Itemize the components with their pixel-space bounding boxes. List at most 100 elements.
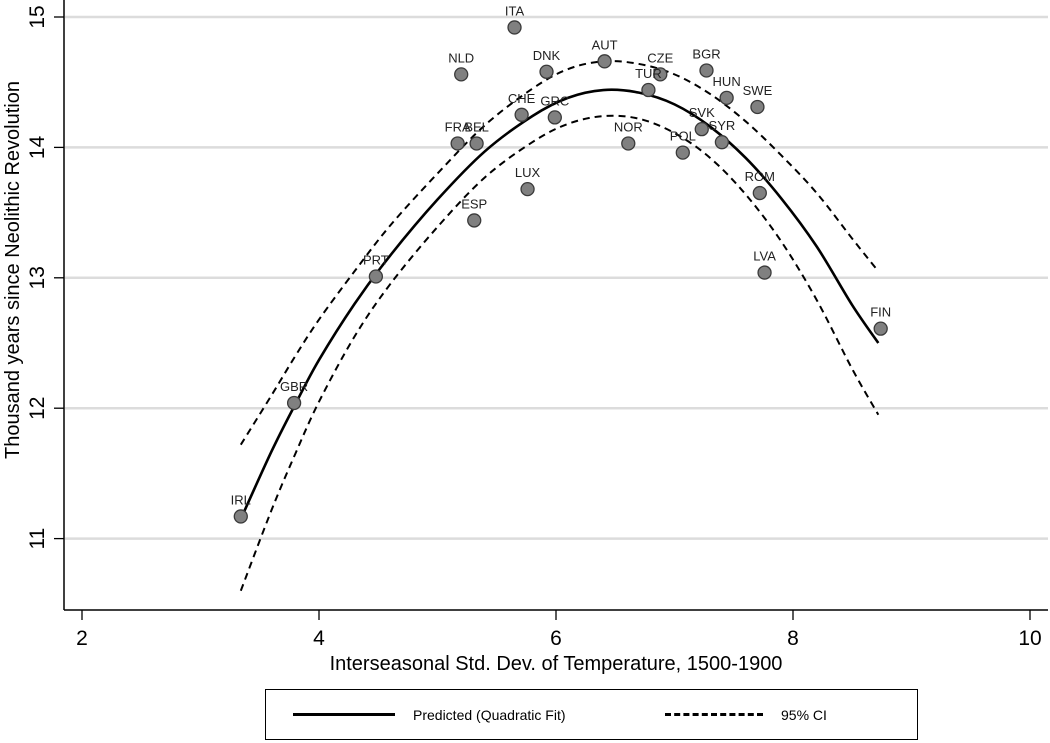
data-point-fra: FRA [445,119,471,151]
x-axis-title: Interseasonal Std. Dev. of Temperature, … [330,653,783,675]
point-label: NOR [614,119,643,134]
point-label: GBR [280,379,308,394]
legend-item-ci: 95% CI [665,690,827,739]
point-marker [286,395,302,411]
point-marker [520,181,535,197]
point-label: AUT [592,37,618,52]
point-marker [547,110,562,125]
point-marker [597,54,612,69]
point-label: CZE [647,50,673,65]
point-marker [873,321,888,336]
ci-curve [239,114,880,592]
point-label: SWE [743,83,773,98]
data-point-gbr: GBR [280,379,308,411]
point-label: SVK [689,105,715,120]
data-point-che: CHE [508,91,536,122]
gridlines [65,15,1048,540]
data-point-lva: LVA [753,249,776,280]
point-label: IRL [231,492,251,507]
point-label: SYR [709,118,736,133]
data-point-svk: SVK [689,105,715,137]
data-point-bgr: BGR [692,46,721,78]
data-point-bel: BEL [464,119,489,151]
point-label: LVA [753,249,776,264]
data-point-nld: NLD [448,50,474,82]
legend-label: 95% CI [781,706,827,723]
point-label: HUN [713,74,741,89]
fit-curve [239,88,880,520]
y-tick-label: 14 [26,135,49,159]
data-point-rom: ROM [745,169,775,201]
point-label: ITA [505,3,525,18]
legend-item-predicted: Predicted (Quadratic Fit) [293,690,566,739]
point-label: DNK [533,48,561,63]
point-marker [694,121,709,137]
y-axis-title: Thousand years since Neolithic Revolutio… [2,81,24,459]
point-marker [757,265,772,280]
point-marker [653,67,668,82]
data-point-hun: HUN [713,74,741,105]
legend-label: Predicted (Quadratic Fit) [413,706,566,723]
x-tick-label: 8 [787,627,799,650]
data-point-swe: SWE [743,83,773,115]
point-marker [675,145,690,160]
data-point-syr: SYR [709,118,736,150]
data-point-prt: PRT [363,252,389,284]
point-label: ESP [461,196,487,211]
data-point-nor: NOR [614,119,643,151]
point-marker [467,213,482,228]
point-marker [469,136,484,151]
dashed-line-icon [665,713,763,716]
point-label: ROM [745,169,775,184]
y-tick-label: 13 [26,266,49,289]
point-marker [752,185,767,201]
data-point-tur: TUR [635,66,662,98]
point-label: NLD [448,50,474,65]
data-point-aut: AUT [592,37,618,69]
point-marker [450,136,465,151]
y-tick-label: 15 [26,5,49,28]
point-marker [233,509,248,524]
point-marker [539,64,554,79]
point-label: BGR [692,46,720,61]
data-point-pol: POL [670,129,696,160]
point-marker [714,135,730,150]
point-marker [514,107,529,122]
data-point-ita: ITA [505,3,525,35]
point-label: TUR [635,66,662,81]
point-label: LUX [515,165,541,180]
point-marker [641,82,656,98]
point-marker [621,136,636,151]
data-point-esp: ESP [461,196,487,228]
point-label: PRT [363,252,389,267]
axes: 11 12 13 14 15 2 4 6 8 10 [26,0,1048,650]
ci-curve [239,60,880,446]
data-point-cze: CZE [647,50,674,82]
point-marker [368,269,384,284]
data-point-lux: LUX [515,165,541,197]
x-tick-label: 4 [313,627,325,650]
y-tick-label: 11 [26,528,49,550]
solid-line-icon [293,713,395,716]
point-label: POL [670,129,696,144]
x-tick-label: 2 [76,627,88,650]
point-label: CHE [508,91,536,106]
point-marker [699,63,714,78]
y-tick-label: 12 [26,397,49,420]
point-marker [454,67,469,82]
x-tick-label: 6 [550,627,562,650]
point-label: GRC [540,93,569,108]
data-point-irl: IRL [231,492,251,524]
x-tick-label: 10 [1018,627,1041,650]
point-label: BEL [464,119,489,134]
fit-curves [239,60,880,592]
data-point-fin: FIN [870,305,891,336]
point-marker [750,99,765,115]
point-label: FRA [445,119,471,134]
point-marker [507,20,522,35]
data-point-grc: GRC [540,93,569,125]
legend: Predicted (Quadratic Fit) 95% CI [265,689,918,740]
data-point-dnk: DNK [533,48,561,79]
